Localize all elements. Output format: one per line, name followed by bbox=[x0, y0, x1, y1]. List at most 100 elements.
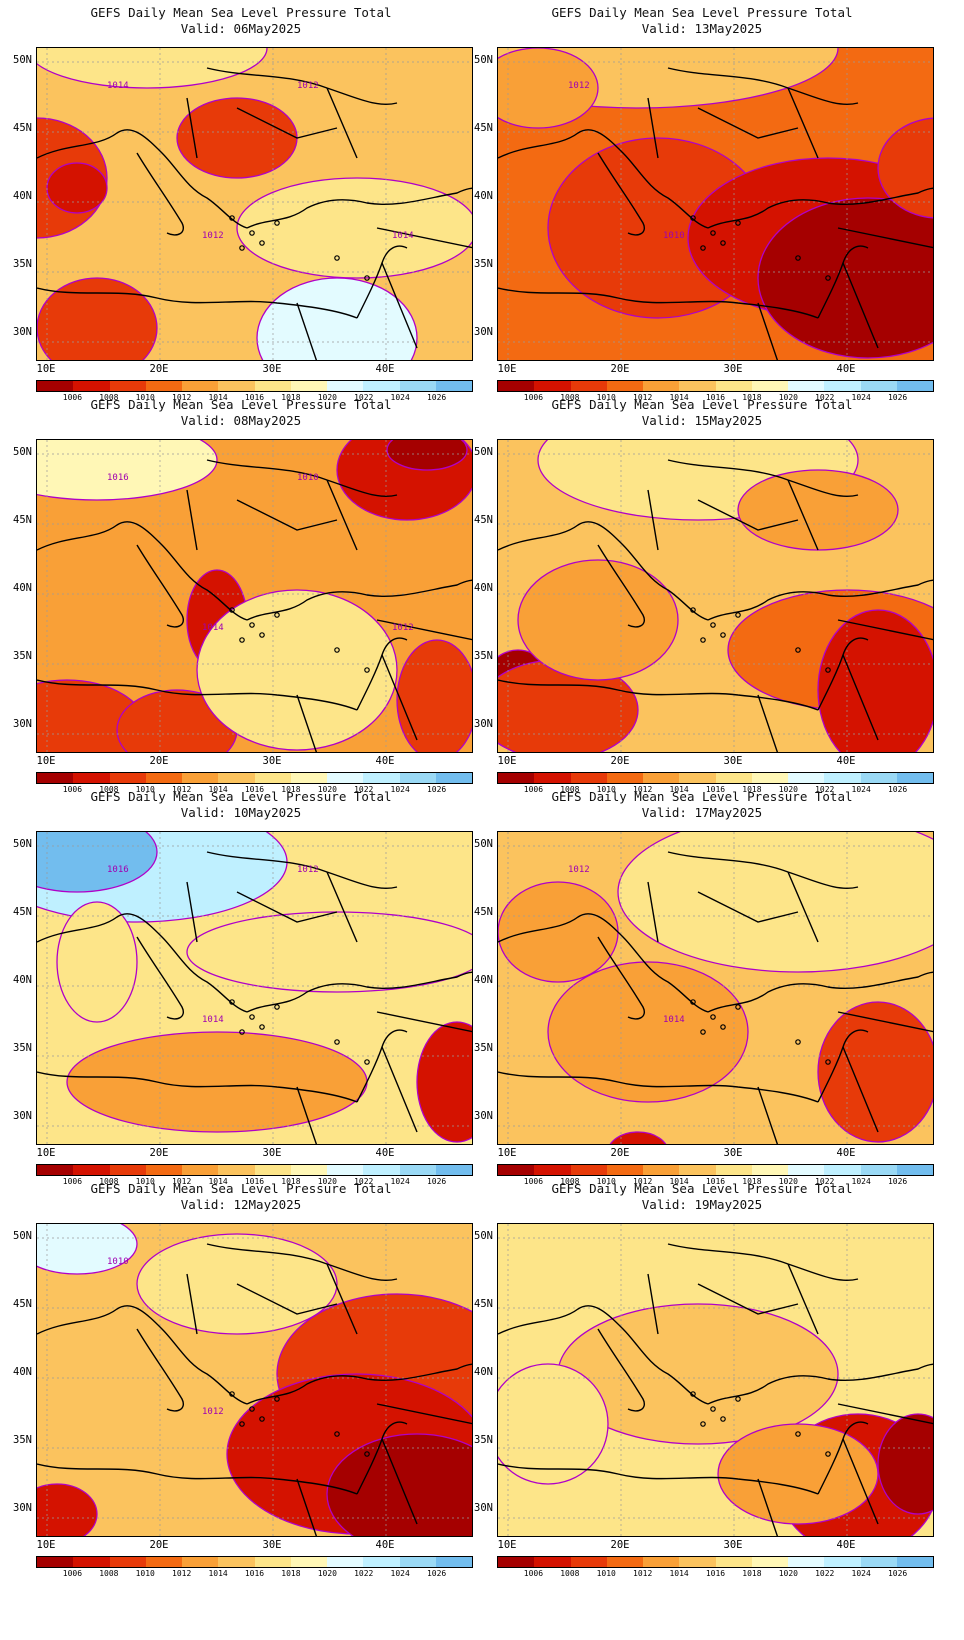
contour-label: 1012 bbox=[297, 865, 319, 875]
colorbar-label: 1022 bbox=[815, 1177, 835, 1186]
colorbar-label: 1010 bbox=[135, 1177, 155, 1186]
coastline-border bbox=[757, 1011, 933, 1144]
latitude-label: 50N bbox=[474, 1230, 493, 1242]
pressure-region bbox=[46, 162, 108, 214]
colorbar-swatch bbox=[751, 773, 788, 783]
coastline-border bbox=[707, 187, 933, 229]
island-outline bbox=[710, 622, 716, 628]
colorbar-swatch bbox=[860, 381, 897, 391]
colorbar-label: 1018 bbox=[742, 393, 762, 402]
colorbar-label: 1014 bbox=[669, 1569, 689, 1578]
colorbar-swatch bbox=[896, 1165, 933, 1175]
colorbar-label: 1014 bbox=[208, 393, 228, 402]
latitude-label: 35N bbox=[474, 1042, 493, 1054]
colorbar-swatch bbox=[399, 1165, 436, 1175]
coastline-border bbox=[667, 459, 859, 497]
colorbar-swatch bbox=[327, 1557, 364, 1567]
map-panel: GEFS Daily Mean Sea Level Pressure Total… bbox=[0, 784, 482, 1194]
pressure-region bbox=[37, 1224, 138, 1275]
pressure-region bbox=[517, 559, 679, 681]
colorbar-swatch bbox=[218, 1557, 255, 1567]
contour-label: 1012 bbox=[297, 81, 319, 91]
longitude-label: 30E bbox=[723, 363, 743, 375]
colorbar-label: 1016 bbox=[244, 785, 265, 794]
colorbar-swatch bbox=[643, 381, 680, 391]
colorbar-swatch bbox=[534, 1165, 571, 1175]
contour-label: 1014 bbox=[202, 623, 224, 633]
contour-label: 1014 bbox=[107, 81, 129, 91]
panel-valid-date: Valid: 10May2025 bbox=[180, 805, 302, 820]
island-outline bbox=[735, 1396, 741, 1402]
coastline-border bbox=[246, 579, 472, 621]
colorbar-swatch bbox=[498, 1165, 535, 1175]
island-outline bbox=[229, 215, 235, 221]
latitude-label: 30N bbox=[13, 718, 32, 730]
colorbar-label: 1008 bbox=[560, 1569, 580, 1578]
island-outline bbox=[274, 1004, 280, 1010]
latitude-label: 45N bbox=[474, 122, 493, 134]
colorbar-swatch bbox=[109, 381, 146, 391]
colorbar-label: 1024 bbox=[390, 1177, 410, 1186]
latitude-label: 40N bbox=[13, 974, 32, 986]
pressure-colorbar bbox=[36, 1556, 473, 1568]
longitude-label: 20E bbox=[610, 755, 630, 767]
island-outline bbox=[710, 1406, 716, 1412]
latitude-label: 45N bbox=[13, 514, 32, 526]
colorbar-swatch bbox=[679, 1557, 716, 1567]
colorbar-swatch bbox=[182, 1165, 219, 1175]
colorbar-label: 1006 bbox=[523, 1177, 544, 1186]
coastline-border bbox=[707, 971, 933, 1013]
colorbar-swatch bbox=[679, 773, 716, 783]
latitude-label: 40N bbox=[13, 1366, 32, 1378]
colorbar-swatch bbox=[182, 1557, 219, 1567]
colorbar-swatch bbox=[363, 1165, 400, 1175]
pressure-map-svg: 1014 1012 1012 1014 bbox=[37, 48, 472, 360]
latitude-label: 45N bbox=[474, 1298, 493, 1310]
contour-label: 1010 bbox=[663, 231, 685, 241]
colorbar-swatch bbox=[290, 1557, 327, 1567]
coastline-border bbox=[206, 67, 398, 105]
island-outline bbox=[710, 230, 716, 236]
pressure-region bbox=[717, 1423, 879, 1525]
latitude-label: 30N bbox=[13, 1110, 32, 1122]
panel-valid-date: Valid: 15May2025 bbox=[641, 413, 763, 428]
island-outline bbox=[710, 1014, 716, 1020]
contour-label: 1016 bbox=[107, 473, 129, 483]
colorbar-label: 1012 bbox=[172, 1569, 192, 1578]
colorbar-label: 1018 bbox=[742, 785, 762, 794]
island-outline bbox=[334, 1431, 340, 1437]
latitude-label: 45N bbox=[474, 906, 493, 918]
colorbar-swatch bbox=[896, 773, 933, 783]
coastline-border bbox=[206, 459, 398, 497]
latitude-label: 50N bbox=[474, 446, 493, 458]
colorbar-swatch bbox=[182, 381, 219, 391]
colorbar-label: 1018 bbox=[742, 1177, 762, 1186]
colorbar-label: 1018 bbox=[281, 1177, 301, 1186]
pressure-region bbox=[37, 832, 158, 893]
colorbar-swatch bbox=[399, 1557, 436, 1567]
colorbar-swatch bbox=[896, 381, 933, 391]
longitude-label: 10E bbox=[36, 363, 56, 375]
colorbar-swatch bbox=[751, 1165, 788, 1175]
colorbar-swatch bbox=[109, 1165, 146, 1175]
colorbar-swatch bbox=[327, 773, 364, 783]
colorbar-label: 1026 bbox=[426, 1569, 447, 1578]
colorbar-label: 1006 bbox=[62, 1569, 83, 1578]
longitude-label: 30E bbox=[262, 363, 282, 375]
coastline-border bbox=[757, 619, 933, 752]
colorbar-label: 1020 bbox=[778, 1177, 798, 1186]
pressure-map-svg: 1016 1014 1010 1012 bbox=[37, 440, 472, 752]
coastline-border bbox=[37, 287, 358, 319]
colorbar-swatch bbox=[435, 1165, 472, 1175]
latitude-label: 50N bbox=[13, 1230, 32, 1242]
pressure-region bbox=[817, 1001, 933, 1143]
map-panel: GEFS Daily Mean Sea Level Pressure Total… bbox=[461, 392, 943, 802]
contour-label: 1012 bbox=[392, 623, 414, 633]
panel-title: GEFS Daily Mean Sea Level Pressure Total bbox=[551, 397, 853, 412]
colorbar-swatch bbox=[182, 773, 219, 783]
pressure-map-svg: 1010 1012 bbox=[37, 1224, 472, 1536]
island-outline bbox=[795, 1431, 801, 1437]
coastline-border bbox=[296, 227, 472, 360]
latitude-label: 50N bbox=[13, 446, 32, 458]
coastline-border bbox=[37, 913, 248, 1013]
